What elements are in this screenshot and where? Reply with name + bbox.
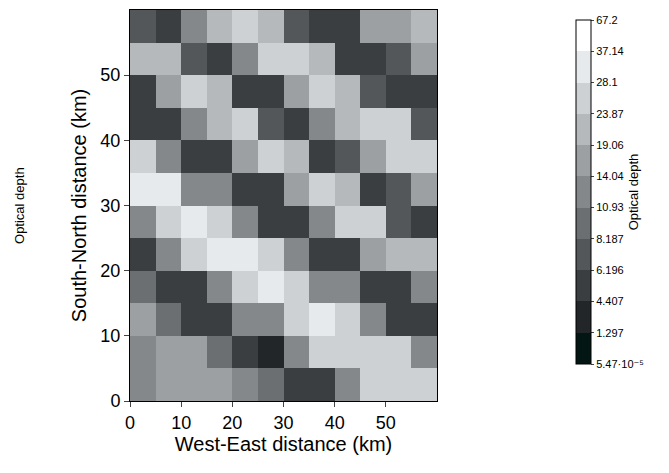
svg-text:10: 10	[171, 413, 191, 433]
svg-text:19.06: 19.06	[596, 139, 624, 151]
svg-text:67.2: 67.2	[596, 14, 617, 26]
svg-text:Optical depth: Optical depth	[12, 167, 27, 244]
svg-text:8.187: 8.187	[596, 233, 624, 245]
svg-text:20: 20	[100, 261, 120, 281]
svg-text:10.93: 10.93	[596, 201, 624, 213]
svg-text:4.407: 4.407	[596, 295, 624, 307]
svg-text:50: 50	[100, 65, 120, 85]
svg-text:6.196: 6.196	[596, 264, 624, 276]
svg-text:50: 50	[376, 413, 396, 433]
svg-text:1.297: 1.297	[596, 327, 624, 339]
svg-text:0: 0	[110, 391, 120, 411]
svg-text:40: 40	[100, 131, 120, 151]
svg-text:Optical depth: Optical depth	[626, 154, 641, 231]
svg-text:20: 20	[222, 413, 242, 433]
svg-text:West-East distance (km): West-East distance (km)	[175, 433, 392, 455]
svg-text:5.47·10⁻⁵: 5.47·10⁻⁵	[596, 358, 644, 370]
svg-text:30: 30	[100, 196, 120, 216]
svg-text:28.1: 28.1	[596, 76, 617, 88]
svg-text:South-North distance (km): South-North distance (km)	[68, 89, 90, 322]
svg-text:30: 30	[273, 413, 293, 433]
svg-text:40: 40	[325, 413, 345, 433]
svg-text:14.04: 14.04	[596, 170, 624, 182]
svg-text:10: 10	[100, 326, 120, 346]
svg-text:23.87: 23.87	[596, 108, 624, 120]
svg-text:37.14: 37.14	[596, 45, 624, 57]
svg-text:0: 0	[125, 413, 135, 433]
